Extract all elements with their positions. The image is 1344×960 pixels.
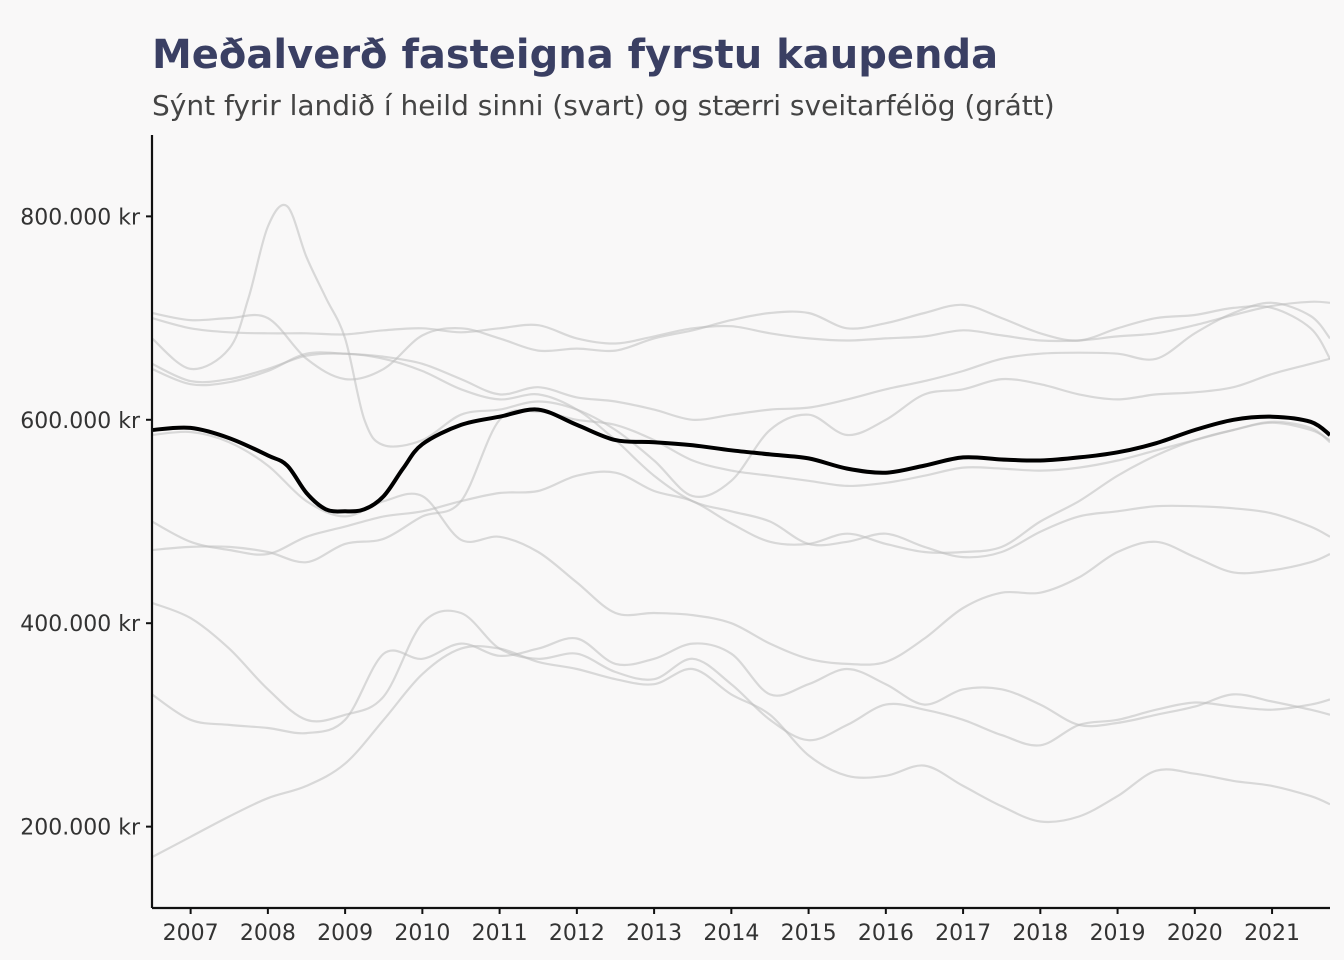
x-tick-label: 2010 (394, 921, 450, 946)
municipality-line-3 (152, 300, 1330, 345)
chart-title: Meðalverð fasteigna fyrstu kaupenda (152, 32, 998, 78)
x-tick-label: 2020 (1167, 921, 1223, 946)
x-tick-label: 2015 (781, 921, 837, 946)
x-tick-label: 2008 (240, 921, 296, 946)
municipality-line-7 (152, 409, 1330, 564)
municipality-line-2 (152, 303, 1330, 381)
y-tick-label: 600.000 kr (20, 409, 141, 434)
x-tick-label: 2016 (858, 921, 914, 946)
axes: 200.000 kr 400.000 kr 600.000 kr 800.000 kr… (20, 135, 1330, 946)
municipality-line-9 (152, 636, 1330, 735)
x-tick-label: 2007 (163, 921, 219, 946)
national-average-line (152, 407, 1330, 514)
municipality-line-5 (152, 430, 1330, 666)
x-tick-label: 2018 (1012, 921, 1068, 946)
x-tick-label: 2011 (472, 921, 528, 946)
municipality-line-11 (152, 301, 1330, 421)
x-tick-label: 2012 (549, 921, 605, 946)
x-tick-label: 2021 (1244, 921, 1300, 946)
y-tick-label: 400.000 kr (20, 612, 141, 637)
municipality-line-4 (152, 352, 1330, 559)
x-tick-label: 2014 (703, 921, 759, 946)
x-tick-label: 2017 (935, 921, 991, 946)
national-line (152, 407, 1330, 514)
y-tick-label: 800.000 kr (20, 205, 141, 230)
y-tick-label: 200.000 kr (20, 816, 141, 841)
municipality-line-6 (152, 421, 1330, 556)
municipality-line-8 (152, 601, 1330, 747)
x-tick-label: 2019 (1090, 921, 1146, 946)
municipality-line-1 (152, 203, 1330, 498)
municipality-line-10 (152, 645, 1330, 859)
municipality-lines (152, 203, 1330, 859)
chart-subtitle: Sýnt fyrir landið í heild sinni (svart) … (152, 89, 1055, 122)
x-tick-label: 2013 (626, 921, 682, 946)
x-tick-label: 2009 (317, 921, 373, 946)
